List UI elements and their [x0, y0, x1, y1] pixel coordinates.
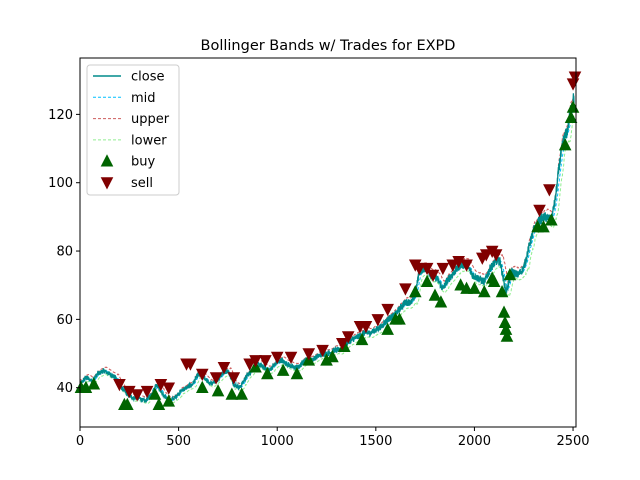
sell-marker	[426, 269, 440, 282]
y-tick-label: 120	[48, 108, 73, 123]
buy-marker	[235, 387, 249, 400]
sell-marker	[460, 259, 473, 272]
buy-marker	[537, 220, 550, 233]
sell-marker	[533, 204, 546, 218]
buy-marker	[148, 387, 162, 400]
x-tick-label: 2000	[458, 434, 491, 449]
buy-marker	[497, 305, 511, 318]
buy-marker	[87, 377, 101, 390]
buy-marker	[503, 267, 517, 281]
sell-marker	[381, 303, 394, 317]
sell-marker	[284, 351, 298, 364]
buy-marker	[468, 281, 481, 294]
buy-marker	[428, 288, 442, 301]
sell-marker	[568, 71, 582, 84]
y-tick-label: 40	[56, 381, 73, 396]
buy-marker	[393, 312, 406, 325]
buy-legend-label: buy	[131, 155, 155, 170]
sell-marker	[341, 331, 355, 344]
buy-marker	[355, 332, 369, 346]
sell-marker	[113, 379, 126, 392]
buy-marker	[477, 285, 491, 298]
y-tick-label: 60	[56, 313, 73, 328]
y-tick-label: 100	[48, 176, 73, 191]
x-tick-label: 500	[166, 434, 191, 449]
buy-marker	[195, 380, 209, 393]
buy-marker	[545, 213, 558, 226]
sell-marker	[359, 320, 373, 334]
buy-marker	[211, 384, 225, 397]
buy-marker	[225, 387, 239, 400]
buy-marker	[261, 367, 274, 380]
sell-marker	[209, 372, 223, 385]
sell-marker	[452, 256, 465, 269]
buy-marker	[564, 110, 578, 124]
sell-marker	[217, 361, 231, 375]
x-tick-label: 2500	[556, 434, 589, 449]
buy-marker	[79, 380, 93, 393]
sell-marker	[227, 372, 241, 385]
buy-marker	[498, 315, 512, 329]
buy-marker	[320, 353, 333, 366]
sell-marker	[399, 283, 412, 296]
x-tick-label: 1000	[261, 434, 294, 449]
buy-marker	[408, 285, 422, 298]
sell-marker	[259, 355, 272, 368]
x-tick-label: 1500	[359, 434, 392, 449]
y-tick-label: 80	[56, 245, 73, 260]
chart-title: Bollinger Bands w/ Trades for EXPD	[201, 38, 456, 54]
buy-marker	[460, 281, 473, 294]
buy-legend-marker	[100, 154, 114, 167]
buy-marker	[495, 285, 509, 298]
sell-marker	[195, 368, 209, 382]
mid-legend-label: mid	[131, 91, 156, 106]
lower-legend-label: lower	[131, 133, 167, 148]
sell-legend-marker	[100, 177, 114, 190]
buy-marker	[326, 349, 339, 363]
buy-marker	[276, 363, 290, 376]
close-legend-label: close	[131, 70, 164, 85]
sell-marker	[436, 262, 450, 276]
buy-marker	[558, 138, 572, 151]
buy-marker	[152, 397, 166, 411]
sell-marker	[184, 358, 197, 371]
buy-marker	[290, 367, 304, 380]
buy-marker	[121, 397, 134, 411]
legend: close mid upper lower buy sell	[86, 64, 180, 196]
sell-marker	[130, 389, 144, 402]
buy-marker	[500, 329, 514, 342]
axes-frame	[79, 57, 577, 428]
buy-marker	[381, 322, 394, 335]
axes: 0 500 1000 1500 2000 2500 40 60 80 100 120	[48, 57, 590, 449]
sell-marker	[489, 249, 503, 262]
upper-legend-label: upper	[131, 112, 170, 127]
sell-marker	[270, 351, 284, 364]
x-tick-label: 0	[76, 434, 84, 449]
sell-legend-label: sell	[131, 176, 153, 191]
sell-marker	[316, 344, 329, 358]
sell-marker	[543, 184, 556, 197]
buy-marker	[487, 274, 501, 288]
sell-marker	[154, 379, 168, 392]
sell-marker	[140, 385, 154, 399]
buy-marker	[162, 394, 176, 407]
sell-marker	[371, 314, 385, 327]
buy-marker	[420, 274, 434, 288]
sell-marker	[249, 355, 262, 368]
sell-marker	[123, 385, 136, 399]
sell-marker	[302, 348, 316, 361]
sell-marker	[420, 262, 434, 276]
sell-marker	[412, 262, 426, 276]
sell-marker	[335, 338, 349, 351]
buy-marker	[434, 295, 448, 308]
sell-marker	[162, 382, 176, 395]
buy-marker	[499, 322, 513, 335]
